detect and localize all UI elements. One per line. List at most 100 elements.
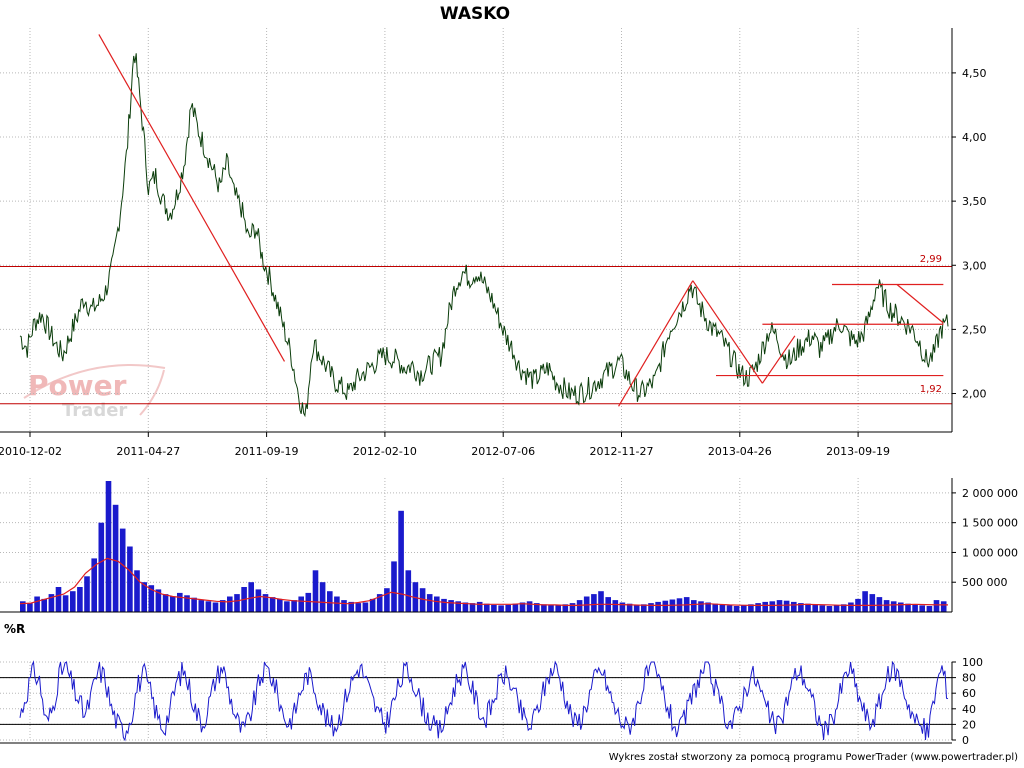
volume-bar [134, 570, 140, 612]
price-y-tick-label: 4,00 [962, 131, 987, 144]
volume-bar [719, 604, 726, 612]
volume-bar [541, 604, 547, 612]
trendline [896, 284, 944, 324]
volume-bar [119, 528, 126, 612]
x-tick-label: 2011-04-27 [116, 445, 180, 458]
volume-bar [91, 558, 97, 612]
chart-title: WASKO [440, 4, 510, 24]
volume-average [19, 557, 948, 607]
volume-bar [355, 603, 362, 612]
volume-bar [48, 594, 55, 612]
volume-y-tick-label: 1 000 000 [962, 546, 1018, 559]
volume-bar [762, 601, 768, 612]
volume-bar [20, 601, 26, 612]
volume-bar [833, 605, 840, 612]
volume-bar [277, 598, 283, 612]
volume-bar [327, 591, 333, 612]
volume-bar [305, 592, 312, 612]
volume-bar [169, 596, 176, 612]
volume-bar [905, 603, 911, 612]
volume-bar [712, 603, 718, 612]
price-y-tick-label: 3,50 [962, 195, 987, 208]
volume-bar [898, 602, 904, 612]
williams-r-panel: %R 0 20 40 60 80 100 [0, 622, 983, 747]
price-series [19, 53, 949, 418]
volume-bar [591, 594, 597, 612]
volume-bar [112, 504, 119, 612]
trendline [692, 280, 763, 384]
wr-y-axis: 0 20 40 60 80 100 [0, 656, 983, 747]
volume-bar [698, 601, 704, 612]
volume-bar [726, 605, 733, 612]
volume-bar [648, 603, 654, 612]
wr-y-tick-label: 80 [962, 672, 976, 685]
volume-bar [748, 604, 754, 612]
volume-bar [269, 597, 276, 612]
volume-bar [869, 594, 876, 612]
volume-bar [348, 601, 354, 612]
volume-bar [255, 589, 262, 612]
volume-bar [662, 600, 669, 612]
powertrader-watermark: Power Trader [23, 363, 166, 421]
volume-bar [191, 597, 197, 612]
volume-bar [27, 603, 33, 612]
volume-bar [641, 604, 647, 612]
x-tick-label: 2011-09-19 [235, 445, 299, 458]
price-line [19, 53, 949, 418]
volume-bar [741, 605, 747, 612]
volume-bar [848, 602, 854, 612]
price-y-axis: 2,00 2,50 3,00 3,50 4,00 4,50 [952, 67, 987, 401]
volume-bar [127, 546, 133, 612]
volume-bar [205, 601, 212, 612]
volume-bar [912, 604, 918, 612]
volume-bar [298, 596, 304, 612]
volume-bar [883, 600, 890, 612]
wr-y-tick-label: 40 [962, 703, 976, 716]
level-label-upper: 2,99 [920, 254, 942, 265]
volume-bar [248, 582, 254, 612]
volume-y-tick-label: 1 500 000 [962, 517, 1018, 530]
volume-panel: 500 000 1 000 000 1 500 000 2 000 000 [0, 478, 1018, 613]
volume-bar [691, 600, 697, 612]
volume-bar [227, 596, 233, 612]
volume-bar [491, 604, 497, 612]
watermark-swoosh-icon [23, 363, 166, 399]
volume-bar [55, 587, 62, 612]
watermark-line2: Trader [62, 400, 127, 421]
volume-bar [926, 606, 933, 612]
volume-bar [405, 570, 412, 612]
volume-bar [826, 606, 833, 612]
volume-bar [791, 601, 797, 612]
price-levels [0, 266, 952, 405]
wr-y-tick-label: 100 [962, 656, 983, 669]
volume-bar [448, 600, 454, 612]
volume-bar [291, 600, 297, 612]
volume-bar [84, 576, 90, 612]
volume-bar [555, 605, 561, 612]
volume-bar [583, 596, 590, 612]
volume-bar [362, 602, 369, 612]
volume-bar [219, 600, 226, 612]
volume-bar [598, 591, 604, 612]
volume-bar [162, 594, 169, 612]
trendline [98, 34, 286, 362]
volume-bar [755, 603, 761, 612]
volume-average-line [19, 557, 948, 607]
volume-bar [548, 604, 554, 612]
wr-line [19, 660, 949, 742]
volume-bar [419, 588, 426, 612]
volume-bar [41, 598, 47, 612]
volume-bar [534, 603, 540, 612]
volume-y-tick-label: 2 000 000 [962, 487, 1018, 500]
wr-series [19, 660, 949, 742]
volume-bar [369, 598, 376, 612]
volume-y-axis: 500 000 1 000 000 1 500 000 2 000 000 [0, 478, 1018, 613]
volume-bar [284, 601, 290, 612]
volume-bar [462, 602, 469, 612]
volume-bar [783, 600, 790, 612]
volume-bar [105, 481, 112, 612]
volume-bar [805, 603, 811, 612]
volume-bar [612, 600, 619, 612]
volume-bar [526, 601, 533, 612]
wr-y-tick-label: 20 [962, 718, 976, 731]
